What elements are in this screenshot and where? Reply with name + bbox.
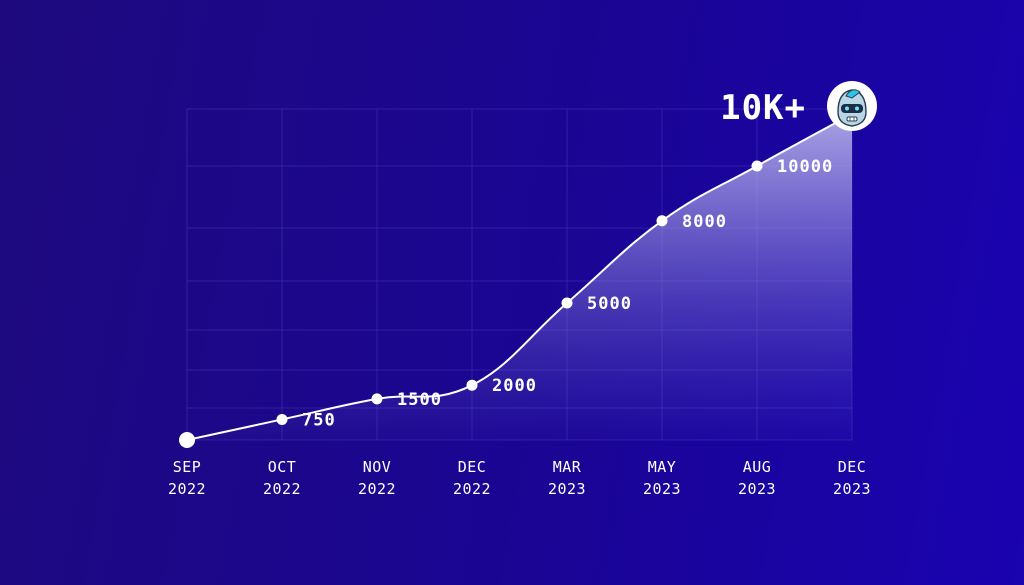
x-tick-label: 2022 [168,480,206,498]
data-point [561,297,573,309]
data-label: 10000 [777,157,833,177]
data-point [276,413,288,425]
data-point [656,215,668,227]
x-tick-label: 2023 [548,480,586,498]
x-tick-label: AUG [743,458,772,476]
data-point [466,379,478,391]
data-label: 5000 [587,294,632,314]
data-point [179,432,195,448]
headline-total: 10K+ [720,88,806,128]
data-label: 8000 [682,212,727,232]
series-line [186,113,853,441]
area-fill [187,114,852,440]
robot-mascot-icon [827,81,877,131]
x-tick-label: DEC [458,458,487,476]
x-tick-label: OCT [268,458,297,476]
x-tick-label: MAR [553,458,582,476]
x-tick-label: 2022 [263,480,301,498]
x-tick-label: SEP [173,458,202,476]
x-tick-label: DEC [838,458,867,476]
x-tick-label: 2023 [738,480,776,498]
x-tick-label: MAY [648,458,677,476]
x-tick-label: 2023 [833,480,871,498]
data-point [751,160,763,172]
x-tick-label: NOV [363,458,392,476]
data-label: 750 [302,410,336,430]
data-label: 1500 [397,390,442,410]
data-point [371,393,383,405]
x-tick-label: 2022 [358,480,396,498]
x-tick-label: 2023 [643,480,681,498]
x-tick-label: 2022 [453,480,491,498]
data-label: 2000 [492,376,537,396]
